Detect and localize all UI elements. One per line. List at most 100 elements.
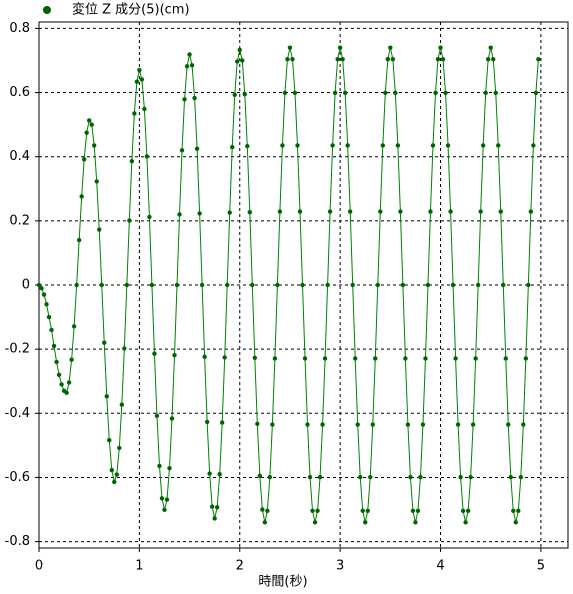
data-point <box>491 57 496 62</box>
data-point <box>102 340 107 345</box>
data-point <box>36 282 42 288</box>
data-point <box>496 143 501 148</box>
data-point <box>247 209 252 215</box>
data-point <box>430 143 436 148</box>
data-point <box>252 355 258 361</box>
data-point <box>307 474 313 480</box>
data-point <box>501 282 506 288</box>
data-point <box>483 90 488 96</box>
data-point <box>358 474 363 480</box>
data-point <box>368 474 373 480</box>
data-point <box>475 282 481 288</box>
data-point <box>240 58 245 63</box>
data-point <box>172 353 177 358</box>
data-point <box>137 67 142 73</box>
data-point <box>403 356 408 361</box>
data-point <box>317 474 323 480</box>
data-point <box>340 57 345 62</box>
data-point <box>285 57 290 62</box>
data-point <box>425 282 431 288</box>
data-point <box>423 356 428 361</box>
data-point <box>297 209 303 214</box>
data-point <box>117 445 122 451</box>
data-point <box>39 286 44 291</box>
data-point <box>225 282 230 288</box>
data-point <box>463 520 468 525</box>
y-tick-label: -0.8 <box>5 534 30 549</box>
data-point <box>184 64 190 69</box>
data-point <box>465 508 471 513</box>
data-point <box>480 143 486 148</box>
data-point <box>498 209 503 214</box>
data-point <box>207 471 212 476</box>
x-axis-label: 時間(秒) <box>258 575 307 590</box>
data-point <box>179 148 185 153</box>
data-point <box>255 421 260 427</box>
x-tick-label: 4 <box>436 559 444 574</box>
data-point <box>428 209 433 214</box>
data-point <box>89 122 94 127</box>
data-point <box>330 143 335 148</box>
data-point <box>265 508 270 513</box>
data-point <box>383 90 388 96</box>
data-point <box>345 143 350 148</box>
data-point <box>448 209 453 214</box>
data-point <box>352 356 358 361</box>
data-point <box>370 422 375 427</box>
data-point <box>59 382 64 387</box>
data-point <box>197 211 202 216</box>
y-tick-label: 0.8 <box>9 21 30 36</box>
data-point <box>222 355 227 360</box>
data-point <box>302 356 308 361</box>
legend-label: 変位 Z 成分(5)(cm) <box>72 2 190 18</box>
data-point <box>41 292 47 297</box>
data-point <box>460 508 466 513</box>
data-point <box>199 282 205 288</box>
data-point <box>395 143 401 148</box>
data-point <box>458 474 463 480</box>
x-tick-label: 1 <box>135 559 143 574</box>
data-point <box>332 90 338 96</box>
data-point <box>194 146 200 151</box>
data-point <box>157 463 162 469</box>
data-point <box>49 327 54 333</box>
data-point <box>470 422 476 427</box>
data-point <box>435 57 441 62</box>
data-point <box>282 90 288 96</box>
data-point <box>445 143 451 148</box>
data-point <box>109 467 114 473</box>
data-point <box>66 380 72 385</box>
data-point <box>104 394 109 399</box>
data-point <box>94 179 99 184</box>
data-point <box>169 416 175 421</box>
data-point <box>124 282 130 288</box>
data-point <box>189 63 195 68</box>
data-point <box>488 45 493 50</box>
data-point <box>325 282 330 288</box>
data-point <box>380 143 385 148</box>
data-point <box>312 520 318 525</box>
data-point <box>162 507 167 513</box>
data-point <box>322 356 328 361</box>
data-point <box>209 504 215 509</box>
data-point <box>167 465 172 471</box>
data-point <box>250 282 255 288</box>
data-point <box>144 154 150 159</box>
data-point <box>327 209 333 214</box>
data-point <box>237 47 242 53</box>
data-point <box>287 45 293 50</box>
data-point <box>300 282 305 288</box>
data-point <box>533 90 539 96</box>
x-tick-label: 5 <box>537 559 545 574</box>
data-point <box>516 508 521 513</box>
data-point <box>69 357 74 362</box>
y-tick-label: 0.6 <box>9 85 30 100</box>
data-point <box>506 422 511 427</box>
data-point <box>443 90 448 96</box>
data-point <box>76 237 82 243</box>
data-point <box>119 402 125 407</box>
data-point <box>154 413 160 419</box>
data-point <box>270 422 275 427</box>
data-point <box>536 57 541 62</box>
